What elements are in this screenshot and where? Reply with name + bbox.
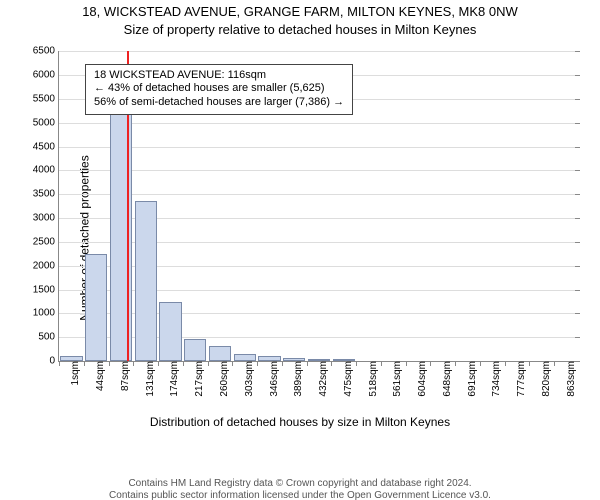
x-tick-mark — [133, 361, 134, 366]
y-tick-label: 2000 — [33, 260, 59, 271]
y-tick-label: 5500 — [33, 93, 59, 104]
y-tick-mark — [575, 51, 580, 52]
footer-attribution: Contains HM Land Registry data © Crown c… — [0, 478, 600, 500]
annotation-line: 18 WICKSTEAD AVENUE: 116sqm — [94, 69, 344, 83]
x-tick-mark — [505, 361, 506, 366]
y-tick-mark — [575, 290, 580, 291]
x-tick-label: 648sqm — [438, 361, 453, 397]
histogram-bar — [135, 201, 157, 361]
x-tick-label: 820sqm — [537, 361, 552, 397]
x-tick-label: 44sqm — [91, 361, 106, 391]
x-tick-mark — [59, 361, 60, 366]
x-tick-mark — [109, 361, 110, 366]
x-tick-mark — [307, 361, 308, 366]
footer-line-2: Contains public sector information licen… — [0, 490, 600, 500]
y-tick-label: 5000 — [33, 117, 59, 128]
chart-plot-area: 0500100015002000250030003500400045005000… — [58, 51, 579, 362]
x-tick-label: 734sqm — [487, 361, 502, 397]
y-gridline — [59, 123, 579, 124]
x-tick-mark — [208, 361, 209, 366]
x-tick-label: 518sqm — [364, 361, 379, 397]
y-tick-label: 0 — [49, 356, 59, 367]
annotation-line: ← 43% of detached houses are smaller (5,… — [94, 82, 344, 96]
x-tick-label: 346sqm — [265, 361, 280, 397]
y-tick-label: 2500 — [33, 236, 59, 247]
y-tick-mark — [575, 218, 580, 219]
chart-container: Number of detached properties 0500100015… — [0, 43, 600, 433]
y-gridline — [59, 194, 579, 195]
y-tick-label: 1000 — [33, 308, 59, 319]
y-tick-label: 3500 — [33, 189, 59, 200]
x-tick-label: 561sqm — [388, 361, 403, 397]
x-tick-mark — [430, 361, 431, 366]
x-tick-label: 217sqm — [190, 361, 205, 397]
x-tick-mark — [381, 361, 382, 366]
y-tick-label: 6500 — [33, 46, 59, 57]
y-tick-mark — [575, 123, 580, 124]
x-tick-mark — [183, 361, 184, 366]
y-tick-mark — [575, 242, 580, 243]
histogram-bar — [209, 346, 231, 361]
y-tick-label: 6000 — [33, 70, 59, 81]
y-tick-mark — [575, 147, 580, 148]
histogram-bar — [85, 254, 107, 361]
x-axis-label: Distribution of detached houses by size … — [0, 415, 600, 429]
x-tick-mark — [480, 361, 481, 366]
x-tick-mark — [232, 361, 233, 366]
y-tick-mark — [575, 170, 580, 171]
y-tick-label: 500 — [38, 332, 59, 343]
x-tick-mark — [455, 361, 456, 366]
histogram-bar — [184, 339, 206, 361]
x-tick-label: 604sqm — [413, 361, 428, 397]
annotation-line: 56% of semi-detached houses are larger (… — [94, 96, 344, 110]
y-tick-mark — [575, 99, 580, 100]
y-tick-mark — [575, 313, 580, 314]
x-tick-mark — [84, 361, 85, 366]
y-tick-mark — [575, 194, 580, 195]
x-tick-label: 389sqm — [289, 361, 304, 397]
y-tick-mark — [575, 75, 580, 76]
x-tick-mark — [406, 361, 407, 366]
x-tick-label: 1sqm — [66, 361, 81, 385]
histogram-bar — [159, 302, 181, 362]
y-gridline — [59, 51, 579, 52]
x-tick-mark — [257, 361, 258, 366]
y-tick-label: 4000 — [33, 165, 59, 176]
x-tick-mark — [356, 361, 357, 366]
y-gridline — [59, 147, 579, 148]
y-gridline — [59, 170, 579, 171]
x-tick-label: 174sqm — [165, 361, 180, 397]
x-tick-mark — [282, 361, 283, 366]
footer-line-1: Contains HM Land Registry data © Crown c… — [0, 478, 600, 490]
page-root: 18, WICKSTEAD AVENUE, GRANGE FARM, MILTO… — [0, 4, 600, 500]
y-tick-label: 1500 — [33, 284, 59, 295]
annotation-box: 18 WICKSTEAD AVENUE: 116sqm← 43% of deta… — [85, 64, 353, 115]
x-tick-label: 691sqm — [463, 361, 478, 397]
x-tick-mark — [554, 361, 555, 366]
x-tick-label: 475sqm — [339, 361, 354, 397]
x-tick-label: 260sqm — [215, 361, 230, 397]
page-title: 18, WICKSTEAD AVENUE, GRANGE FARM, MILTO… — [0, 4, 600, 20]
x-tick-label: 87sqm — [116, 361, 131, 391]
y-tick-mark — [575, 266, 580, 267]
x-tick-mark — [158, 361, 159, 366]
page-subtitle: Size of property relative to detached ho… — [0, 22, 600, 38]
x-tick-label: 777sqm — [512, 361, 527, 397]
x-tick-mark — [331, 361, 332, 366]
x-tick-label: 131sqm — [141, 361, 156, 397]
x-tick-label: 432sqm — [314, 361, 329, 397]
x-tick-mark — [529, 361, 530, 366]
y-tick-mark — [575, 337, 580, 338]
x-tick-label: 863sqm — [562, 361, 577, 397]
y-tick-label: 3000 — [33, 213, 59, 224]
y-tick-label: 4500 — [33, 141, 59, 152]
x-tick-label: 303sqm — [240, 361, 255, 397]
